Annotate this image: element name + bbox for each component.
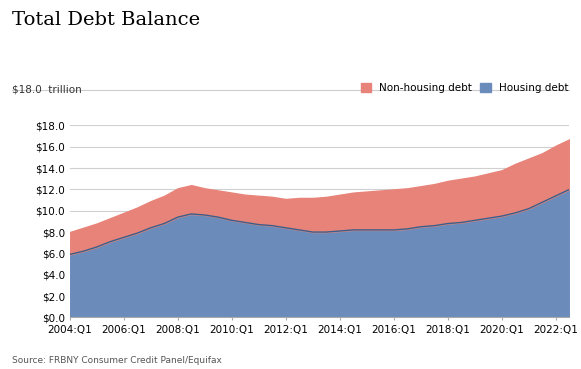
- Text: Source: FRBNY Consumer Credit Panel/Equifax: Source: FRBNY Consumer Credit Panel/Equi…: [12, 356, 221, 365]
- Text: $18.0  trillion: $18.0 trillion: [12, 85, 81, 95]
- Legend: Non-housing debt, Housing debt: Non-housing debt, Housing debt: [356, 79, 573, 97]
- Text: Total Debt Balance: Total Debt Balance: [12, 11, 200, 29]
